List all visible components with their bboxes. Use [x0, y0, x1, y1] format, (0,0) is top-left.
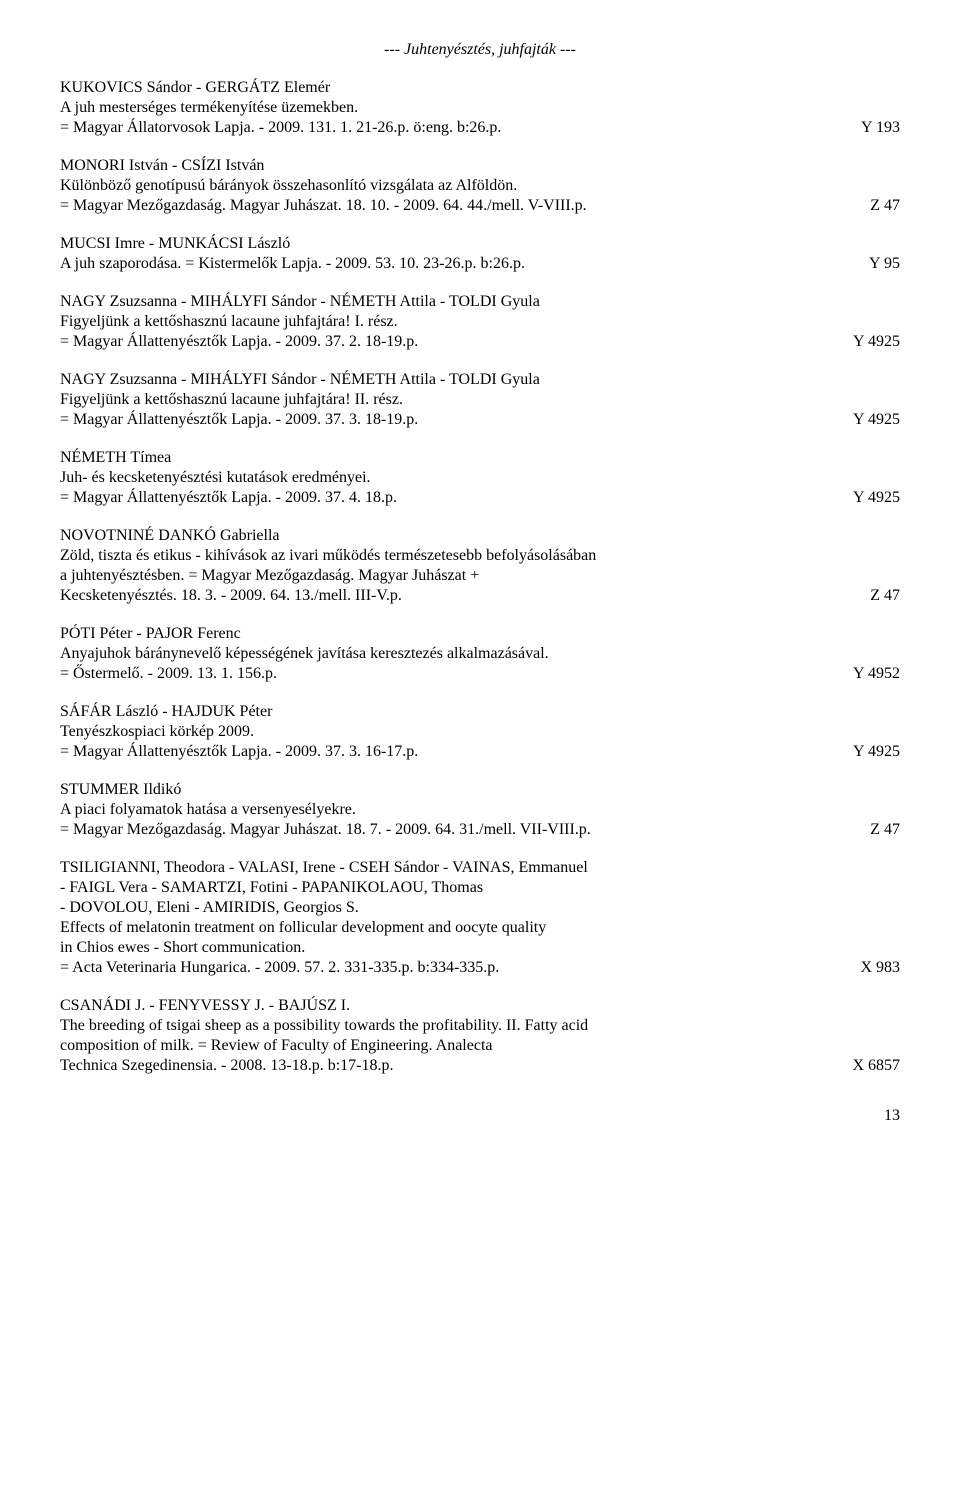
entry-last-line: = Magyar Állatorvosok Lapja. - 2009. 131… [60, 118, 900, 138]
bibliography-entry: NAGY Zsuzsanna - MIHÁLYFI Sándor - NÉMET… [60, 292, 900, 352]
entry-line: A juh mesterséges termékenyítése üzemekb… [60, 98, 900, 118]
bibliography-entry: NOVOTNINÉ DANKÓ GabriellaZöld, tiszta és… [60, 526, 900, 606]
entry-code: Y 4925 [833, 488, 900, 508]
entry-code: X 983 [840, 958, 900, 978]
entry-last-line: Technica Szegedinensia. - 2008. 13-18.p.… [60, 1056, 900, 1076]
entry-citation: = Magyar Állattenyésztők Lapja. - 2009. … [60, 742, 418, 762]
bibliography-entry: MONORI István - CSÍZI IstvánKülönböző ge… [60, 156, 900, 216]
entry-line: MONORI István - CSÍZI István [60, 156, 900, 176]
entry-line: Anyajuhok báránynevelő képességének javí… [60, 644, 900, 664]
entry-line: STUMMER Ildikó [60, 780, 900, 800]
entry-citation: Kecsketenyésztés. 18. 3. - 2009. 64. 13.… [60, 586, 402, 606]
entry-line: NÉMETH Tímea [60, 448, 900, 468]
entry-last-line: = Magyar Állattenyésztők Lapja. - 2009. … [60, 332, 900, 352]
entry-line: Figyeljünk a kettőshasznú lacaune juhfaj… [60, 312, 900, 332]
entry-last-line: A juh szaporodása. = Kistermelők Lapja. … [60, 254, 900, 274]
entry-last-line: Kecsketenyésztés. 18. 3. - 2009. 64. 13.… [60, 586, 900, 606]
entry-line: Tenyészkospiaci körkép 2009. [60, 722, 900, 742]
bibliography-entry: KUKOVICS Sándor - GERGÁTZ ElemérA juh me… [60, 78, 900, 138]
bibliography-entry: CSANÁDI J. - FENYVESSY J. - BAJÚSZ I.The… [60, 996, 900, 1076]
bibliography-entry: NAGY Zsuzsanna - MIHÁLYFI Sándor - NÉMET… [60, 370, 900, 430]
entry-code: X 6857 [832, 1056, 900, 1076]
entry-citation: A juh szaporodása. = Kistermelők Lapja. … [60, 254, 525, 274]
entry-code: Y 4925 [833, 742, 900, 762]
entry-line: - DOVOLOU, Eleni - AMIRIDIS, Georgios S. [60, 898, 900, 918]
entry-line: Effects of melatonin treatment on follic… [60, 918, 900, 938]
entry-line: a juhtenyésztésben. = Magyar Mezőgazdasá… [60, 566, 900, 586]
entry-citation: = Magyar Állatorvosok Lapja. - 2009. 131… [60, 118, 501, 138]
entry-line: CSANÁDI J. - FENYVESSY J. - BAJÚSZ I. [60, 996, 900, 1016]
entry-last-line: = Őstermelő. - 2009. 13. 1. 156.p. Y 4952 [60, 664, 900, 684]
entry-code: Y 4952 [833, 664, 900, 684]
bibliography-entry: SÁFÁR László - HAJDUK PéterTenyészkospia… [60, 702, 900, 762]
entry-code: Z 47 [850, 586, 900, 606]
entry-line: Juh- és kecsketenyésztési kutatások ered… [60, 468, 900, 488]
entry-line: TSILIGIANNI, Theodora - VALASI, Irene - … [60, 858, 900, 878]
bibliography-entry: MUCSI Imre - MUNKÁCSI LászlóA juh szapor… [60, 234, 900, 274]
entry-citation: = Magyar Mezőgazdaság. Magyar Juhászat. … [60, 196, 587, 216]
entry-code: Y 4925 [833, 332, 900, 352]
entry-line: NAGY Zsuzsanna - MIHÁLYFI Sándor - NÉMET… [60, 370, 900, 390]
entry-citation: = Magyar Állattenyésztők Lapja. - 2009. … [60, 488, 397, 508]
entry-line: KUKOVICS Sándor - GERGÁTZ Elemér [60, 78, 900, 98]
entry-last-line: = Magyar Mezőgazdaság. Magyar Juhászat. … [60, 820, 900, 840]
entry-line: SÁFÁR László - HAJDUK Péter [60, 702, 900, 722]
entry-line: MUCSI Imre - MUNKÁCSI László [60, 234, 900, 254]
entry-line: Zöld, tiszta és etikus - kihívások az iv… [60, 546, 900, 566]
entry-line: NOVOTNINÉ DANKÓ Gabriella [60, 526, 900, 546]
entry-line: Figyeljünk a kettőshasznú lacaune juhfaj… [60, 390, 900, 410]
entry-code: Z 47 [850, 196, 900, 216]
entry-citation: = Magyar Állattenyésztők Lapja. - 2009. … [60, 410, 418, 430]
entry-line: in Chios ewes - Short communication. [60, 938, 900, 958]
entry-line: The breeding of tsigai sheep as a possib… [60, 1016, 900, 1036]
bibliography-entry: PÓTI Péter - PAJOR FerencAnyajuhok bárán… [60, 624, 900, 684]
entry-citation: = Őstermelő. - 2009. 13. 1. 156.p. [60, 664, 277, 684]
entry-line: - FAIGL Vera - SAMARTZI, Fotini - PAPANI… [60, 878, 900, 898]
entry-last-line: = Magyar Állattenyésztők Lapja. - 2009. … [60, 742, 900, 762]
section-header: --- Juhtenyésztés, juhfajták --- [60, 40, 900, 60]
entry-citation: Technica Szegedinensia. - 2008. 13-18.p.… [60, 1056, 393, 1076]
entry-citation: = Acta Veterinaria Hungarica. - 2009. 57… [60, 958, 499, 978]
entry-last-line: = Magyar Mezőgazdaság. Magyar Juhászat. … [60, 196, 900, 216]
page-number: 13 [60, 1106, 900, 1126]
entry-code: Y 95 [849, 254, 900, 274]
entry-last-line: = Magyar Állattenyésztők Lapja. - 2009. … [60, 410, 900, 430]
entry-last-line: = Magyar Állattenyésztők Lapja. - 2009. … [60, 488, 900, 508]
entry-line: NAGY Zsuzsanna - MIHÁLYFI Sándor - NÉMET… [60, 292, 900, 312]
entry-line: composition of milk. = Review of Faculty… [60, 1036, 900, 1056]
entry-last-line: = Acta Veterinaria Hungarica. - 2009. 57… [60, 958, 900, 978]
entry-code: Y 4925 [833, 410, 900, 430]
entry-code: Z 47 [850, 820, 900, 840]
bibliography-entry: STUMMER IldikóA piaci folyamatok hatása … [60, 780, 900, 840]
entry-citation: = Magyar Mezőgazdaság. Magyar Juhászat. … [60, 820, 591, 840]
entry-citation: = Magyar Állattenyésztők Lapja. - 2009. … [60, 332, 418, 352]
entries-list: KUKOVICS Sándor - GERGÁTZ ElemérA juh me… [60, 78, 900, 1076]
entry-line: A piaci folyamatok hatása a versenyesély… [60, 800, 900, 820]
entry-code: Y 193 [841, 118, 900, 138]
bibliography-entry: NÉMETH TímeaJuh- és kecsketenyésztési ku… [60, 448, 900, 508]
bibliography-entry: TSILIGIANNI, Theodora - VALASI, Irene - … [60, 858, 900, 978]
entry-line: Különböző genotípusú bárányok összehason… [60, 176, 900, 196]
entry-line: PÓTI Péter - PAJOR Ferenc [60, 624, 900, 644]
